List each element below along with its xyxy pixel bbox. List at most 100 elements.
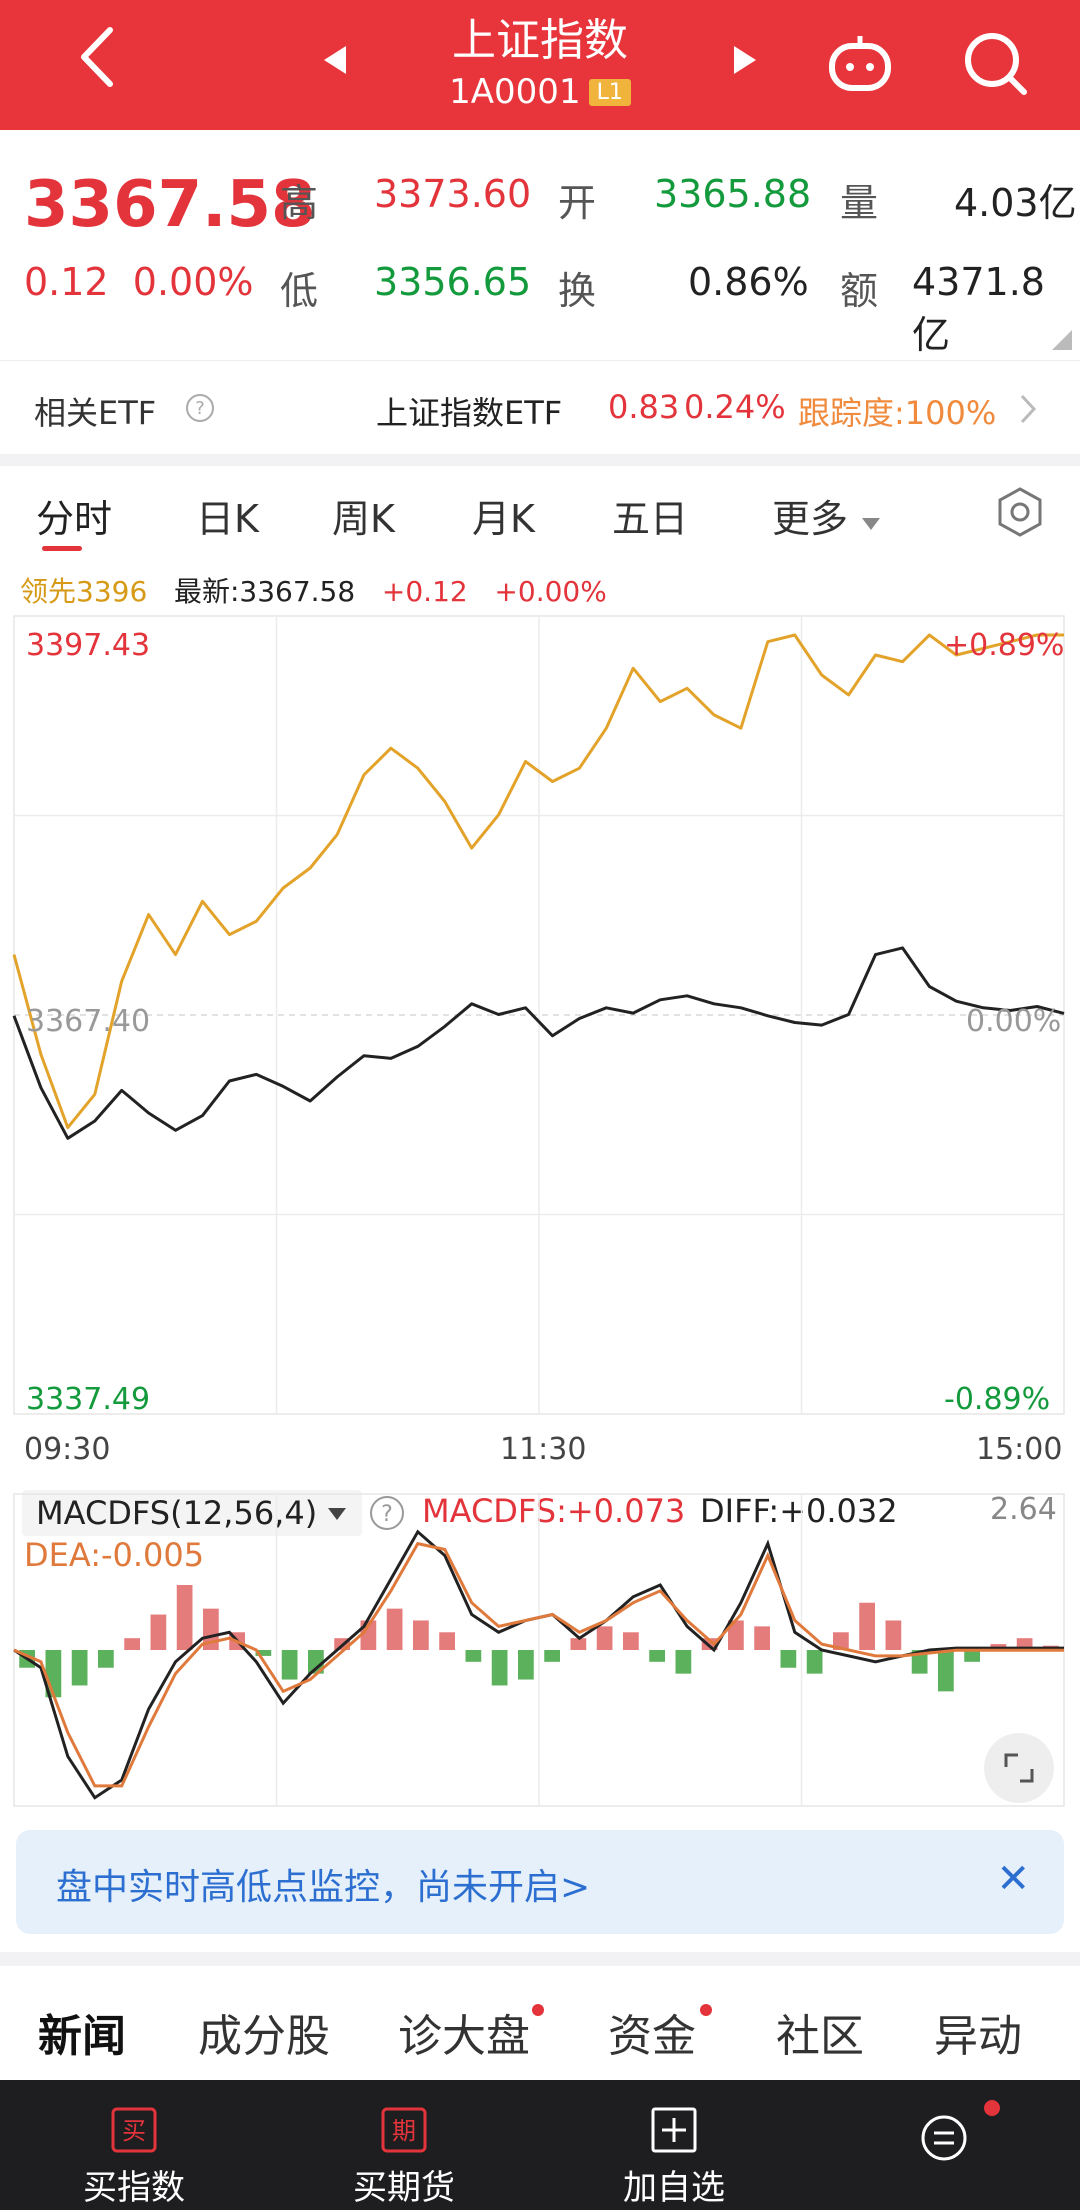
macd-selector-label: MACDFS(12,56,4) xyxy=(36,1494,318,1532)
notification-dot xyxy=(700,2004,712,2016)
menu-button[interactable] xyxy=(844,2080,1044,2210)
section-separator xyxy=(0,1952,1080,1966)
macd-histogram-bar xyxy=(176,1585,193,1650)
top-percent-label: +0.89% xyxy=(944,628,1065,663)
etf-percent: 0.24% xyxy=(684,388,786,426)
turnover-label: 换 xyxy=(558,269,597,313)
macd-histogram-bar xyxy=(675,1650,692,1674)
add-watchlist-label: 加自选 xyxy=(623,2168,725,2208)
related-etf-row[interactable]: 相关ETF ? 上证指数ETF 0.83 0.24% 跟踪度:100% xyxy=(0,362,1080,454)
active-tab-indicator xyxy=(42,546,82,551)
monitor-text: 盘中实时高低点监控，尚未开启> xyxy=(56,1867,591,1908)
macd-histogram-bar xyxy=(308,1650,324,1674)
etf-tracking: 跟踪度:100% xyxy=(798,394,997,432)
expand-corner-icon[interactable] xyxy=(1052,330,1072,350)
futures-icon: 期 xyxy=(381,2107,427,2153)
macd-max-label: 2.64 xyxy=(990,1492,1057,1527)
macd-histogram-bar xyxy=(491,1650,508,1686)
macd-histogram-bar xyxy=(885,1620,902,1650)
tab-market-diagnosis[interactable]: 诊大盘 xyxy=(398,2011,530,2062)
section-separator xyxy=(0,454,1080,466)
robot-assistant-icon[interactable] xyxy=(822,26,898,102)
change-value: 0.12 xyxy=(24,260,109,304)
bottom-price-label: 3337.49 xyxy=(26,1382,151,1417)
high-label: 高 xyxy=(280,181,319,225)
macd-histogram-bar xyxy=(413,1620,429,1650)
chart-tabs: 分时 日K 周K 月K 五日 更多 xyxy=(0,466,1080,566)
add-watchlist-button[interactable]: 加自选 xyxy=(574,2080,774,2210)
menu-icon xyxy=(921,2115,967,2161)
price-change: 0.12 0.00% xyxy=(24,260,254,304)
macd-histogram-bar xyxy=(701,1638,718,1650)
macd-histogram-bar xyxy=(806,1650,823,1674)
fullscreen-icon xyxy=(1004,1753,1034,1783)
tab-constituents[interactable]: 成分股 xyxy=(198,2011,330,2062)
dea-value: DEA:-0.005 xyxy=(24,1536,205,1574)
macd-histogram-bar xyxy=(150,1614,167,1650)
bottom-action-bar: 买 买指数 期 买期货 加自选 xyxy=(0,2080,1080,2210)
close-icon[interactable]: ✕ xyxy=(996,1856,1030,1902)
macdfs-value: MACDFS:+0.073 xyxy=(422,1492,686,1530)
notification-dot xyxy=(532,2004,544,2016)
time-label-midday: 11:30 xyxy=(500,1432,587,1467)
tab-news[interactable]: 新闻 xyxy=(38,2011,126,2062)
macd-histogram-bar xyxy=(754,1626,770,1650)
tab-movements[interactable]: 异动 xyxy=(934,2011,1022,2062)
macd-histogram-bar xyxy=(1016,1638,1033,1650)
tab-more[interactable]: 更多 xyxy=(772,488,882,543)
diff-value: DIFF:+0.032 xyxy=(700,1492,898,1530)
tab-community[interactable]: 社区 xyxy=(776,2011,864,2062)
etf-label: 相关ETF xyxy=(34,394,157,432)
current-price: 3367.58 xyxy=(24,168,316,242)
macd-histogram-bar xyxy=(281,1650,298,1680)
leader-line xyxy=(12,633,1064,1130)
macd-help-icon[interactable]: ? xyxy=(368,1494,406,1532)
tab-weekly-k[interactable]: 周K xyxy=(332,497,395,541)
buy-futures-button[interactable]: 期 买期货 xyxy=(304,2080,504,2210)
volume-label: 量 xyxy=(840,181,879,225)
macd-histogram-bar xyxy=(859,1602,875,1650)
level-badge: L1 xyxy=(588,79,631,106)
macd-histogram-bar xyxy=(570,1638,587,1650)
amount-label: 额 xyxy=(840,269,879,313)
tab-intraday[interactable]: 分时 xyxy=(36,497,113,541)
macd-histogram-bar xyxy=(255,1650,272,1656)
top-price-label: 3397.43 xyxy=(26,628,151,663)
low-value: 3356.65 xyxy=(374,260,532,304)
app-header: 上证指数 1A0001 L1 xyxy=(0,0,1080,130)
mid-percent-label: 0.00% xyxy=(966,1004,1062,1039)
settings-hexagon-icon[interactable] xyxy=(994,486,1046,538)
leader-value: 领先3396 xyxy=(20,575,148,608)
tab-monthly-k[interactable]: 月K xyxy=(472,497,535,541)
back-arrow-icon[interactable] xyxy=(70,22,130,92)
macd-indicator-selector[interactable]: MACDFS(12,56,4) xyxy=(22,1490,362,1536)
help-icon[interactable]: ? xyxy=(184,392,216,424)
intraday-chart[interactable] xyxy=(0,600,1080,1430)
macd-histogram-bar xyxy=(623,1632,639,1650)
buy-futures-label: 买期货 xyxy=(353,2168,455,2208)
svg-text:?: ? xyxy=(381,1502,393,1527)
search-icon[interactable] xyxy=(958,26,1034,102)
bottom-percent-label: -0.89% xyxy=(944,1382,1051,1417)
tab-five-day[interactable]: 五日 xyxy=(612,497,689,541)
buy-index-button[interactable]: 买 买指数 xyxy=(34,2080,234,2210)
macd-chart[interactable] xyxy=(0,1484,1080,1814)
svg-text:期: 期 xyxy=(392,2117,416,2145)
tab-funds[interactable]: 资金 xyxy=(608,2011,696,2062)
tab-daily-k[interactable]: 日K xyxy=(196,497,259,541)
page-title: 上证指数 xyxy=(452,15,628,66)
svg-text:?: ? xyxy=(195,398,205,419)
macd-histogram-bar xyxy=(98,1650,114,1668)
prev-triangle-icon[interactable] xyxy=(322,44,348,76)
next-triangle-icon[interactable] xyxy=(732,44,758,76)
index-price-line xyxy=(12,946,1065,1140)
macd-histogram-bar xyxy=(465,1650,482,1662)
macd-histogram-bar xyxy=(544,1650,560,1662)
quote-panel: 3367.58 0.12 0.00% 高 3373.60 开 3365.88 量… xyxy=(0,130,1080,362)
macd-histogram-bar xyxy=(964,1650,980,1662)
high-value: 3373.60 xyxy=(374,172,532,216)
monitor-banner[interactable]: 盘中实时高低点监控，尚未开启> ✕ xyxy=(16,1830,1064,1934)
macd-histogram-bar xyxy=(71,1650,88,1686)
fullscreen-button[interactable] xyxy=(984,1733,1054,1803)
mid-price-label: 3367.40 xyxy=(26,1004,151,1039)
